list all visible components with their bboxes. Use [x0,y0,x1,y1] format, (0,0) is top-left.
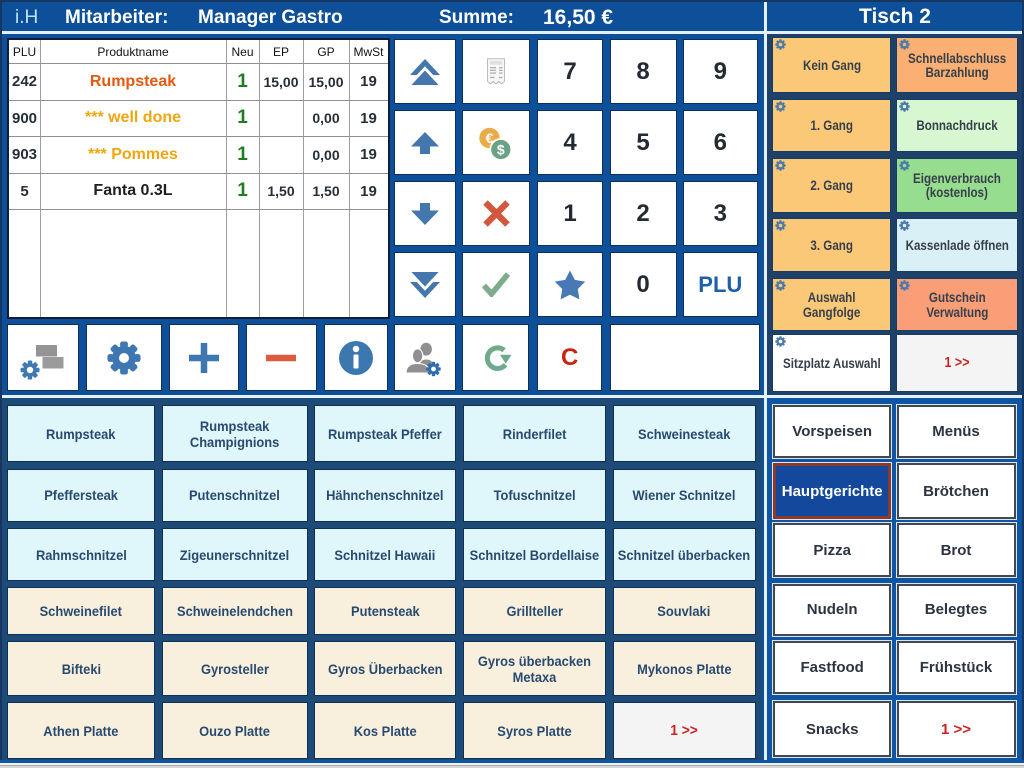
svg-text:$: $ [497,142,505,158]
svg-text:€: € [486,130,494,146]
